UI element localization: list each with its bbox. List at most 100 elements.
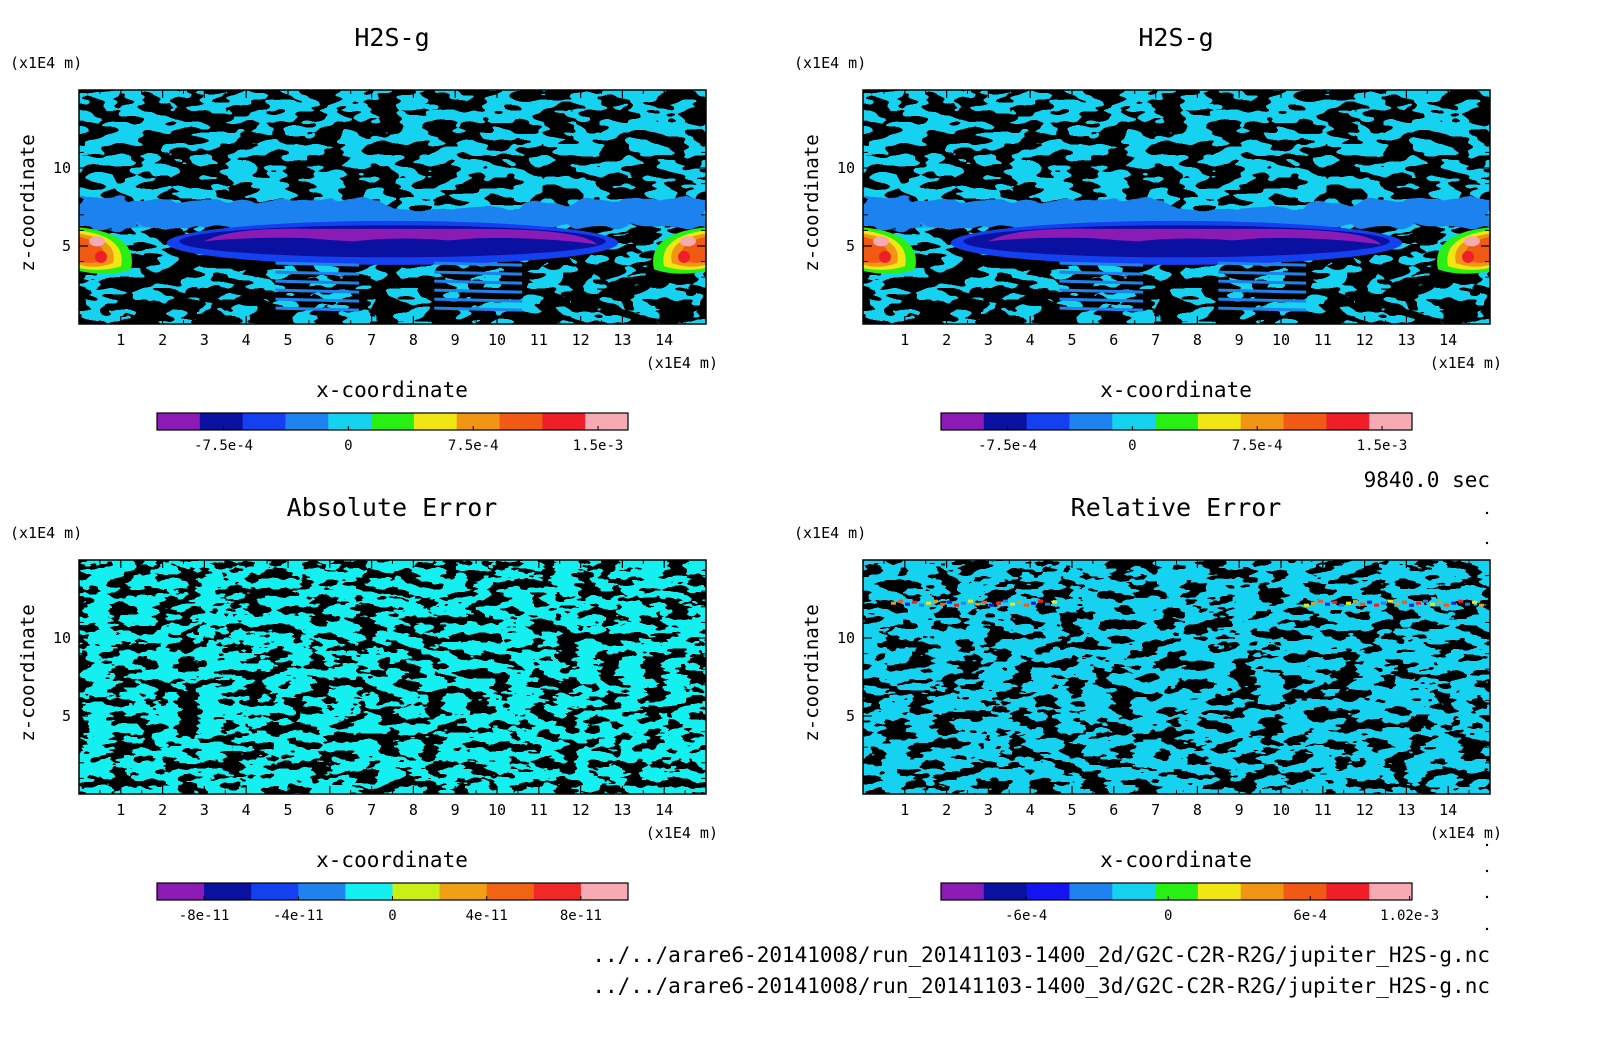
x-tick-label: 4 xyxy=(1026,331,1035,349)
x-tick-label: 9 xyxy=(1235,801,1244,819)
source-file-path: ../../arare6-20141008/run_20141103-1400_… xyxy=(592,974,1490,998)
noise-stripe-cell xyxy=(1458,599,1463,603)
lens-core xyxy=(204,228,598,245)
ripple-stripe xyxy=(434,279,523,285)
ripple-stripe xyxy=(434,306,523,312)
noise-stripe-cell xyxy=(1318,599,1323,603)
x-tick-label: 7 xyxy=(367,331,376,349)
colorbar-frame xyxy=(940,882,1413,901)
y-tick-label: 10 xyxy=(53,159,71,177)
y-unit-label: (x1E4 m) xyxy=(794,524,866,542)
ripple-stripe xyxy=(1059,297,1144,303)
colorbar-frame xyxy=(156,412,629,431)
colorbar-swatch xyxy=(1069,883,1113,900)
x-tick-label: 14 xyxy=(655,331,673,349)
y-axis-label: z-coordinate xyxy=(801,134,823,271)
marker-dot xyxy=(1485,541,1489,545)
colorbar-swatch xyxy=(439,883,488,900)
ripple-stripe xyxy=(275,270,360,276)
colorbar-swatch xyxy=(1326,413,1370,430)
heatmap-field xyxy=(79,560,706,794)
x-axis-label: x-coordinate xyxy=(1100,378,1252,402)
colorbar-swatch xyxy=(157,883,205,900)
colorbar-tick-label: 8e-11 xyxy=(560,908,602,924)
noise-stripe-cell xyxy=(1353,599,1358,603)
x-axis-label: x-coordinate xyxy=(1100,848,1252,872)
noise-stripe-cell xyxy=(905,602,910,606)
colorbar-tick-label: -4e-11 xyxy=(273,908,324,924)
noise-stripe-cell xyxy=(1031,601,1036,605)
marker-dot xyxy=(1485,511,1489,515)
colorbar-swatch xyxy=(941,883,985,900)
x-tick-label: 12 xyxy=(1356,331,1374,349)
ripple-stripe xyxy=(275,279,360,285)
noise-stripe-cell xyxy=(1367,600,1372,604)
noise-stripe-cell xyxy=(1010,602,1015,606)
noise-stripe-cell xyxy=(1444,603,1449,607)
y-tick-label: 10 xyxy=(837,159,855,177)
noise-stripe-cell xyxy=(926,601,931,605)
colorbar-swatch xyxy=(392,883,441,900)
y-unit-label: (x1E4 m) xyxy=(10,524,82,542)
y-tick-label: 5 xyxy=(846,237,855,255)
ripple-stripe xyxy=(434,297,523,303)
x-unit-label: (x1E4 m) xyxy=(646,354,718,372)
ripple-stripe xyxy=(434,270,523,276)
x-tick-label: 10 xyxy=(488,801,506,819)
noise-stripe-cell xyxy=(1416,601,1421,605)
x-tick-label: 14 xyxy=(655,801,673,819)
x-tick-label: 3 xyxy=(200,801,209,819)
x-tick-label: 10 xyxy=(1272,331,1290,349)
x-tick-label: 2 xyxy=(942,331,951,349)
colorbar-swatch xyxy=(1369,883,1413,900)
noise-stripe-cell xyxy=(1423,599,1428,603)
colorbar-tick-label: -8e-11 xyxy=(179,908,230,924)
x-tick-label: 8 xyxy=(409,331,418,349)
x-tick-label: 14 xyxy=(1439,801,1457,819)
ripple-stripe xyxy=(1059,306,1144,312)
colorbar-tick-label: -6e-4 xyxy=(1005,908,1047,924)
ripple-stripe xyxy=(434,261,523,267)
x-tick-label: 14 xyxy=(1439,331,1457,349)
ripple-stripe xyxy=(1218,306,1307,312)
y-tick-label: 10 xyxy=(53,629,71,647)
side-plume xyxy=(653,227,706,274)
field-positive-patches xyxy=(79,560,706,794)
noise-stripe-cell xyxy=(1304,603,1309,607)
x-tick-label: 11 xyxy=(530,331,548,349)
noise-stripe-cell xyxy=(1045,602,1050,606)
side-plume xyxy=(863,227,916,274)
chart-title: Relative Error xyxy=(1071,493,1282,522)
colorbar-swatch xyxy=(1240,883,1285,900)
x-tick-label: 4 xyxy=(242,331,251,349)
marker-dot xyxy=(1485,895,1489,899)
colorbar-swatch xyxy=(1155,883,1199,900)
ripple-stripe xyxy=(1218,297,1307,303)
ripple-stripe xyxy=(1218,261,1307,267)
ripple-stripe xyxy=(434,288,523,294)
colorbar-swatch xyxy=(1026,883,1070,900)
ripple-stripe xyxy=(1059,270,1144,276)
colorbar-swatch xyxy=(251,883,299,900)
x-unit-label: (x1E4 m) xyxy=(1430,824,1502,842)
noise-stripe-cell xyxy=(1360,602,1365,606)
x-tick-label: 6 xyxy=(1109,801,1118,819)
colorbar-tick-label: 6e-4 xyxy=(1293,908,1327,924)
ripple-stripe xyxy=(1059,279,1144,285)
side-plume xyxy=(1437,227,1490,274)
x-tick-label: 2 xyxy=(158,801,167,819)
colorbar-tick-label: 4e-11 xyxy=(466,908,508,924)
field-positive-patches xyxy=(863,560,1490,794)
colorbar-tick-label: 1.02e-3 xyxy=(1380,908,1439,924)
colorbar-tick-label: 0 xyxy=(1164,908,1172,924)
colorbar-swatch xyxy=(456,413,501,430)
noise-stripe-cell xyxy=(947,600,952,604)
noise-stripe-cell xyxy=(1437,600,1442,604)
x-tick-label: 9 xyxy=(1235,331,1244,349)
x-tick-label: 13 xyxy=(1397,331,1415,349)
colorbar-swatch xyxy=(941,413,985,430)
noise-stripe-cell xyxy=(1325,602,1330,606)
colorbar-swatch xyxy=(345,883,393,900)
heatmap-field xyxy=(863,560,1490,794)
